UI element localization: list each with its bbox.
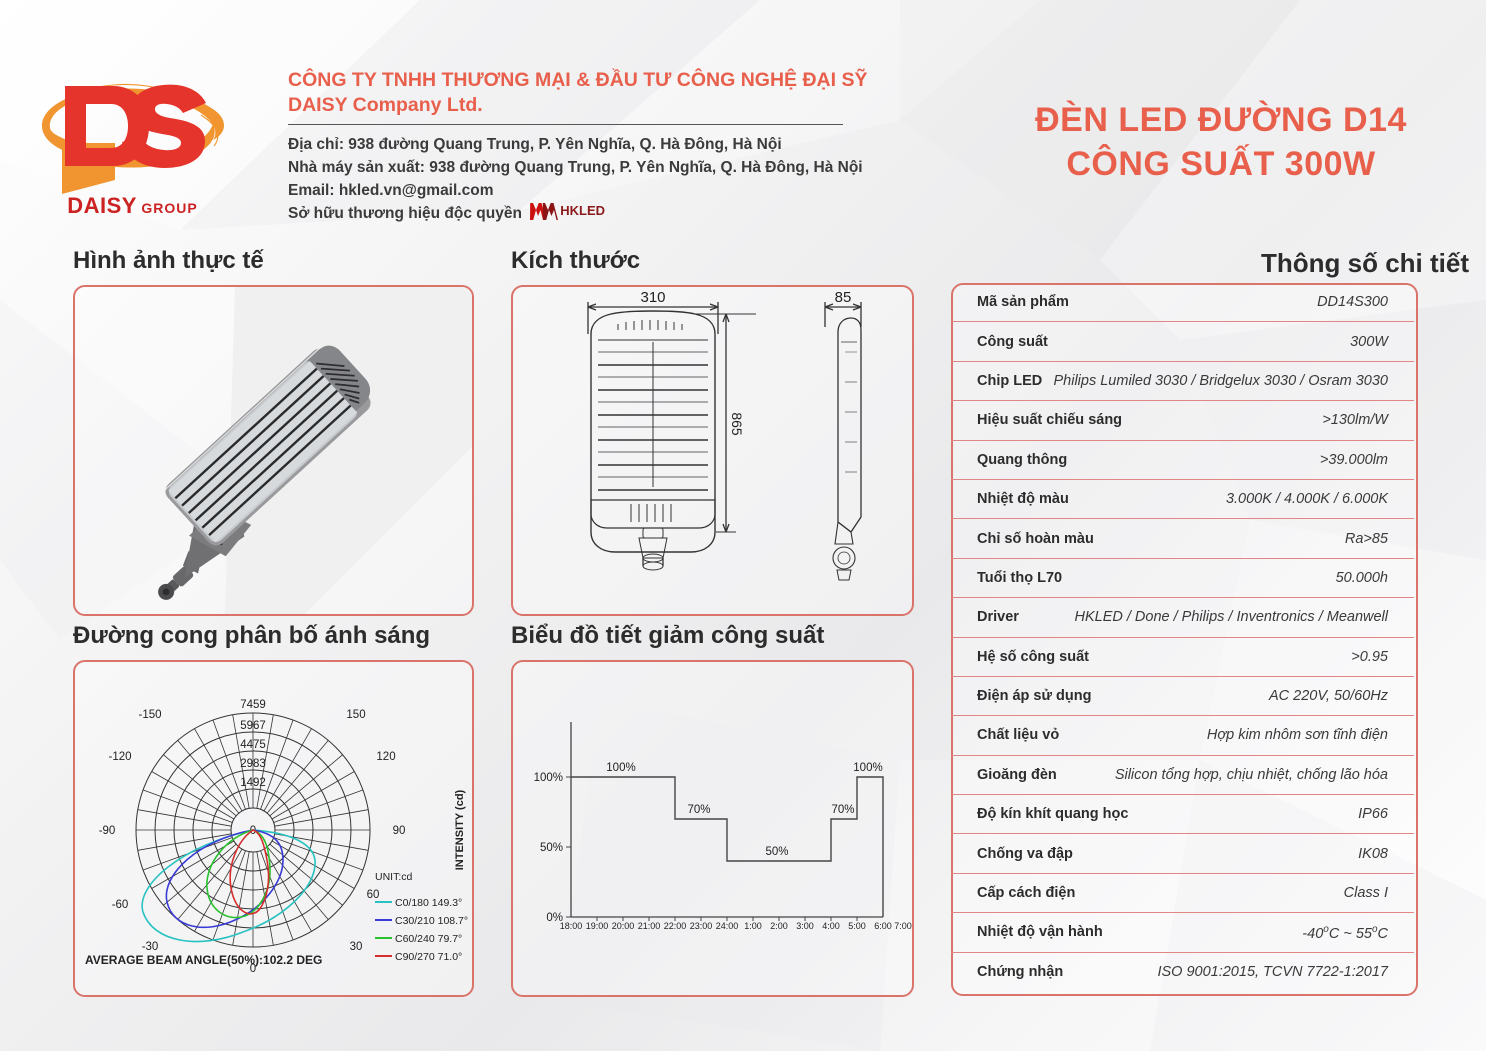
svg-text:UNIT:cd: UNIT:cd <box>375 871 413 883</box>
svg-text:5:00: 5:00 <box>848 921 866 931</box>
svg-text:21:00: 21:00 <box>638 921 661 931</box>
svg-text:6:00: 6:00 <box>874 921 892 931</box>
svg-text:7459: 7459 <box>240 699 266 711</box>
svg-text:18:00: 18:00 <box>560 921 583 931</box>
svg-text:310: 310 <box>640 289 665 306</box>
svg-text:-90: -90 <box>99 825 116 837</box>
svg-text:3:00: 3:00 <box>796 921 814 931</box>
svg-text:90: 90 <box>393 825 406 837</box>
svg-text:4475: 4475 <box>240 739 266 751</box>
svg-text:85: 85 <box>835 289 852 306</box>
svg-text:C30/210 108.7°: C30/210 108.7° <box>395 915 468 927</box>
svg-text:70%: 70% <box>831 804 854 816</box>
svg-text:C60/240 79.7°: C60/240 79.7° <box>395 933 462 945</box>
svg-text:865: 865 <box>729 412 745 436</box>
svg-text:2:00: 2:00 <box>770 921 788 931</box>
svg-text:AVERAGE BEAM ANGLE(50%):102.2: AVERAGE BEAM ANGLE(50%):102.2 DEG <box>85 953 322 967</box>
svg-text:20:00: 20:00 <box>612 921 635 931</box>
svg-text:1:00: 1:00 <box>744 921 762 931</box>
svg-text:22:00: 22:00 <box>664 921 687 931</box>
svg-text:19:00: 19:00 <box>586 921 609 931</box>
svg-text:-120: -120 <box>108 751 131 763</box>
svg-text:-60: -60 <box>112 899 129 911</box>
svg-text:C0/180 149.3°: C0/180 149.3° <box>395 897 462 909</box>
svg-text:24:00: 24:00 <box>716 921 739 931</box>
svg-text:50%: 50% <box>540 842 563 854</box>
svg-text:150: 150 <box>346 709 365 721</box>
svg-text:100%: 100% <box>534 772 563 784</box>
svg-text:-150: -150 <box>138 709 161 721</box>
svg-text:C90/270 71.0°: C90/270 71.0° <box>395 951 462 963</box>
svg-text:INTENSITY (cd): INTENSITY (cd) <box>454 789 466 870</box>
svg-text:1492: 1492 <box>240 777 266 789</box>
svg-text:4:00: 4:00 <box>822 921 840 931</box>
svg-text:7:00: 7:00 <box>894 921 912 931</box>
svg-text:23:00: 23:00 <box>690 921 713 931</box>
svg-text:-30: -30 <box>142 941 159 953</box>
svg-text:100%: 100% <box>853 762 882 774</box>
svg-text:30: 30 <box>350 941 363 953</box>
svg-text:100%: 100% <box>606 762 635 774</box>
svg-text:50%: 50% <box>765 846 788 858</box>
svg-text:2983: 2983 <box>240 758 266 770</box>
svg-text:5967: 5967 <box>240 720 266 732</box>
svg-text:70%: 70% <box>687 804 710 816</box>
svg-text:60: 60 <box>367 889 380 901</box>
svg-text:120: 120 <box>376 751 395 763</box>
